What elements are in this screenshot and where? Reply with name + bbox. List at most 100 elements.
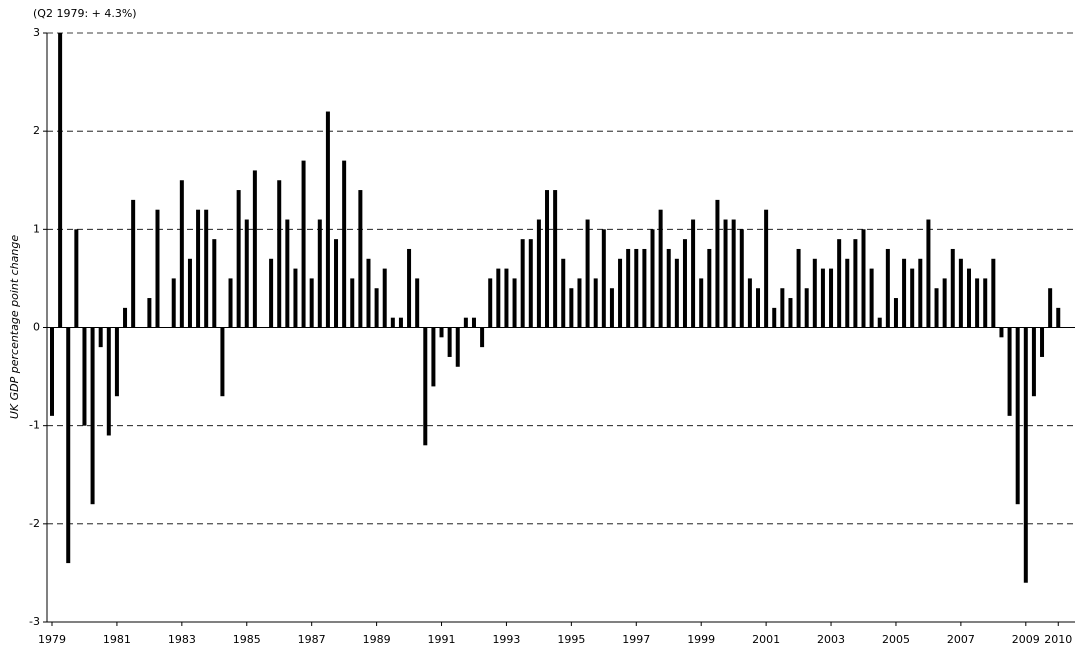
bar (277, 180, 282, 328)
x-tick-label: 2005 (882, 633, 910, 646)
bar (171, 278, 176, 328)
x-tick-label: 1985 (233, 633, 261, 646)
bar (618, 258, 623, 328)
bar (902, 258, 907, 328)
bar (764, 209, 769, 328)
bar (244, 219, 249, 328)
bar (285, 219, 290, 328)
bar (455, 327, 460, 367)
bar (350, 278, 355, 328)
y-axis-label: UK GDP percentage point change (8, 235, 21, 420)
bar (569, 288, 574, 328)
bar (342, 160, 347, 328)
bar (382, 268, 387, 328)
bar (975, 278, 980, 328)
bar (885, 248, 890, 328)
bar (634, 248, 639, 328)
bar (66, 327, 71, 564)
bar (869, 268, 874, 328)
bar (650, 229, 655, 328)
y-tick-label: 3 (33, 26, 40, 39)
bar (999, 327, 1004, 338)
x-tick-label: 2001 (752, 633, 780, 646)
bar (1031, 327, 1036, 397)
bar (1023, 327, 1028, 583)
bar (447, 327, 452, 357)
bar (983, 278, 988, 328)
bar (756, 288, 761, 328)
x-tick-label: 1979 (38, 633, 66, 646)
bar (536, 219, 541, 328)
bar (196, 209, 201, 328)
bar (220, 327, 225, 397)
bar (731, 219, 736, 328)
bar (90, 327, 95, 505)
bar (1015, 327, 1020, 505)
bar (699, 278, 704, 328)
bar (853, 239, 858, 328)
bar (58, 33, 63, 328)
bar (1007, 327, 1012, 416)
x-tick-label: 1981 (103, 633, 131, 646)
bar (609, 288, 614, 328)
bar (98, 327, 103, 348)
bar (374, 288, 379, 328)
bar (926, 219, 931, 328)
bar (528, 239, 533, 328)
bar (212, 239, 217, 328)
bar (512, 278, 517, 328)
bar (147, 298, 152, 328)
x-tick-label: 2009 (1012, 633, 1040, 646)
bar (715, 199, 720, 328)
x-tick-label: 1999 (687, 633, 715, 646)
bar (942, 278, 947, 328)
bar (50, 327, 54, 416)
bar (561, 258, 566, 328)
bar (358, 190, 363, 328)
bar (796, 248, 801, 328)
y-tick-label: -3 (29, 615, 40, 628)
bar (658, 209, 663, 328)
x-tick-label: 1997 (622, 633, 650, 646)
bar (123, 307, 128, 328)
bar (991, 258, 996, 328)
x-tick-label: 1993 (492, 633, 520, 646)
bar (666, 248, 671, 328)
bar (1056, 307, 1061, 328)
bar (179, 180, 184, 328)
bar (407, 248, 412, 328)
bar (739, 229, 744, 328)
bar (293, 268, 298, 328)
bar (423, 327, 428, 446)
bar (545, 190, 550, 328)
bar (390, 317, 395, 328)
bar (837, 239, 842, 328)
bar (204, 209, 209, 328)
bar (480, 327, 485, 348)
bar (861, 229, 866, 328)
bar (520, 239, 525, 328)
bar (309, 278, 314, 328)
bar (504, 268, 509, 328)
bar (958, 258, 963, 328)
bar (1048, 288, 1053, 328)
x-tick-label: 1991 (428, 633, 456, 646)
bar (780, 288, 785, 328)
bar (415, 278, 420, 328)
bar (601, 229, 606, 328)
bar (236, 190, 241, 328)
bar (366, 258, 371, 328)
bar (820, 268, 825, 328)
bar (893, 298, 898, 328)
bar (74, 229, 79, 328)
bar (585, 219, 590, 328)
bar (106, 327, 111, 436)
bar (812, 258, 817, 328)
bar (325, 111, 330, 328)
bar (910, 268, 915, 328)
bar (950, 248, 955, 328)
bar (723, 219, 728, 328)
x-tick-label: 1987 (298, 633, 326, 646)
bar (439, 327, 444, 338)
